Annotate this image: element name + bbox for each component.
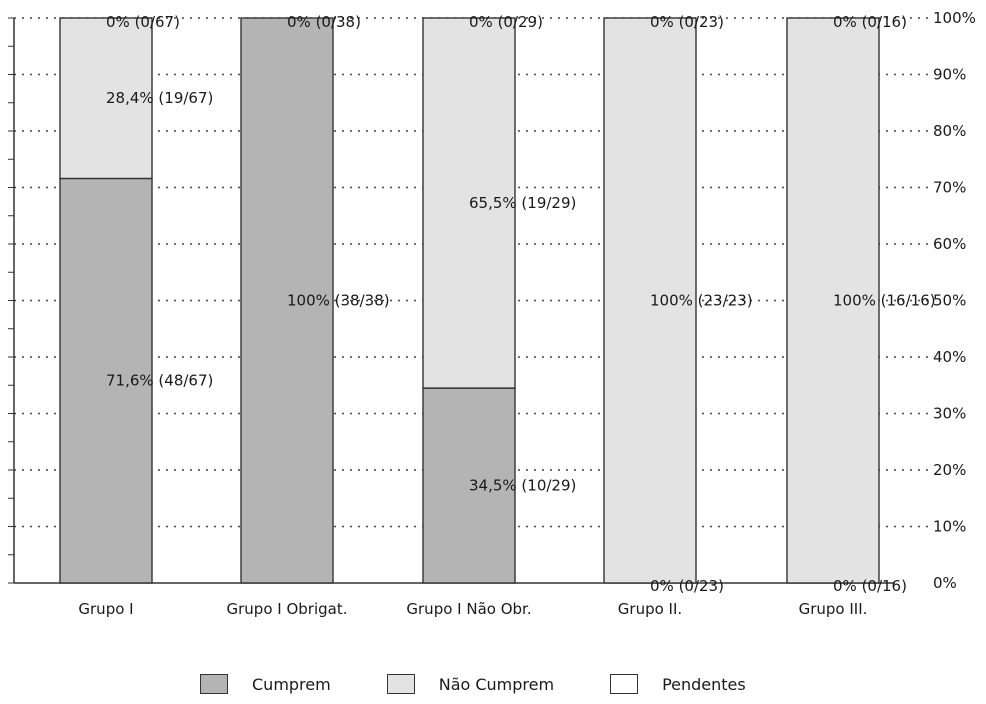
legend-item-pendentes: Pendentes (610, 674, 746, 694)
y-tick-label: 90% (933, 66, 966, 84)
data-label: 0% (0/23) (650, 577, 724, 595)
legend-item-nao-cumprem: Não Cumprem (386, 674, 555, 694)
y-tick-label: 40% (933, 348, 966, 366)
y-tick-label: 10% (933, 518, 966, 536)
data-label: 0% (0/23) (650, 13, 724, 31)
data-label: 0% (0/38) (287, 13, 361, 31)
x-tick-label: Grupo III. (799, 600, 868, 618)
data-label: 0% (0/29) (469, 13, 543, 31)
legend-swatch-nao-cumprem (386, 674, 415, 694)
data-label: 100% (23/23) (650, 292, 753, 310)
legend-item-cumprem: Cumprem (200, 674, 331, 694)
bar-segment (240, 17, 334, 584)
y-tick-label: 100% (933, 9, 976, 27)
bar-segment (603, 17, 697, 584)
legend-label-cumprem: Cumprem (252, 674, 331, 694)
bar-segment (786, 17, 880, 584)
bar-segment (59, 17, 153, 180)
y-tick-label: 20% (933, 461, 966, 479)
x-tick-label: Grupo I Obrigat. (227, 600, 348, 618)
legend-swatch-pendentes (610, 674, 639, 694)
bar-segment (59, 177, 153, 584)
bar-segment (422, 387, 516, 584)
y-tick-label: 50% (933, 292, 966, 310)
y-tick-label: 70% (933, 179, 966, 197)
data-label: 0% (0/16) (833, 13, 907, 31)
data-label: 0% (0/16) (833, 577, 907, 595)
y-tick-label: 0% (933, 574, 957, 592)
legend-label-pendentes: Pendentes (662, 674, 746, 694)
legend-label-nao-cumprem: Não Cumprem (438, 674, 555, 694)
data-label: 34,5% (10/29) (469, 477, 576, 495)
data-label: 28,4% (19/67) (106, 89, 213, 107)
y-tick-label: 80% (933, 122, 966, 140)
data-label: 0% (0/67) (106, 13, 180, 31)
x-tick-label: Grupo I Não Obr. (406, 600, 531, 618)
x-tick-label: Grupo II. (618, 600, 682, 618)
legend-swatch-cumprem (200, 674, 228, 694)
chart-legend: Cumprem Não Cumprem Pendentes (200, 674, 746, 694)
data-label: 100% (38/38) (287, 292, 390, 310)
data-label: 65,5% (19/29) (469, 194, 576, 212)
data-label: 100% (16/16) (833, 292, 936, 310)
x-tick-label: Grupo I (78, 600, 133, 618)
y-tick-label: 60% (933, 235, 966, 253)
y-tick-label: 30% (933, 405, 966, 423)
bar-segment (422, 17, 516, 389)
data-label: 71,6% (48/67) (106, 372, 213, 390)
